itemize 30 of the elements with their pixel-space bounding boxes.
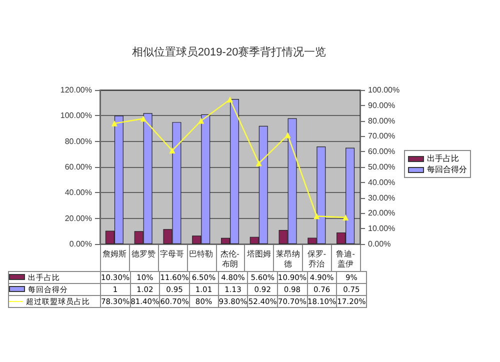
- y2-tick-label: 70.00%: [368, 132, 396, 141]
- y2-tick-label: 0.00%: [368, 240, 391, 248]
- y2-tick-label: 20.00%: [368, 208, 396, 218]
- y2-tick-label: 10.00%: [368, 224, 396, 234]
- y2-tick-label: 100.00%: [368, 86, 400, 94]
- y-tick-label: 20.00%: [64, 214, 92, 223]
- x-tick-label: 鲁迪-盖伊: [336, 250, 356, 268]
- x-tick-label: 塔图姆: [246, 250, 271, 258]
- text: 每回合得分: [427, 165, 467, 174]
- x-tick-label: 保罗-乔治: [307, 250, 326, 268]
- y-tick-label: 120.00%: [60, 86, 92, 94]
- x-tick-label: 字母哥: [160, 250, 184, 258]
- y-tick-label: 100.00%: [60, 111, 92, 120]
- y2-tick-label: 90.00%: [368, 100, 396, 110]
- y-tick-label: 0.00%: [69, 240, 92, 248]
- y-tick-label: 60.00%: [64, 162, 92, 172]
- x-tick-label: 詹姆斯: [102, 250, 126, 258]
- y-tick-label: 40.00%: [64, 188, 92, 198]
- x-tick-label: 杰伦-布朗: [220, 250, 240, 268]
- x-tick-label: 德罗赞: [131, 250, 156, 258]
- text: 出手占比: [427, 154, 459, 163]
- y2-tick-label: 60.00%: [368, 147, 396, 156]
- chart-title: 相似位置球员2019-20赛季背打情况一览: [132, 46, 326, 58]
- y2-tick-label: 40.00%: [368, 178, 396, 187]
- y2-tick-label: 80.00%: [368, 116, 396, 126]
- y-tick-label: 80.00%: [64, 136, 92, 146]
- y2-tick-label: 30.00%: [368, 193, 396, 202]
- x-tick-label: 莱昂纳德: [276, 250, 300, 268]
- x-tick-label: 巴特勒: [189, 250, 214, 258]
- y2-tick-label: 50.00%: [368, 162, 396, 172]
